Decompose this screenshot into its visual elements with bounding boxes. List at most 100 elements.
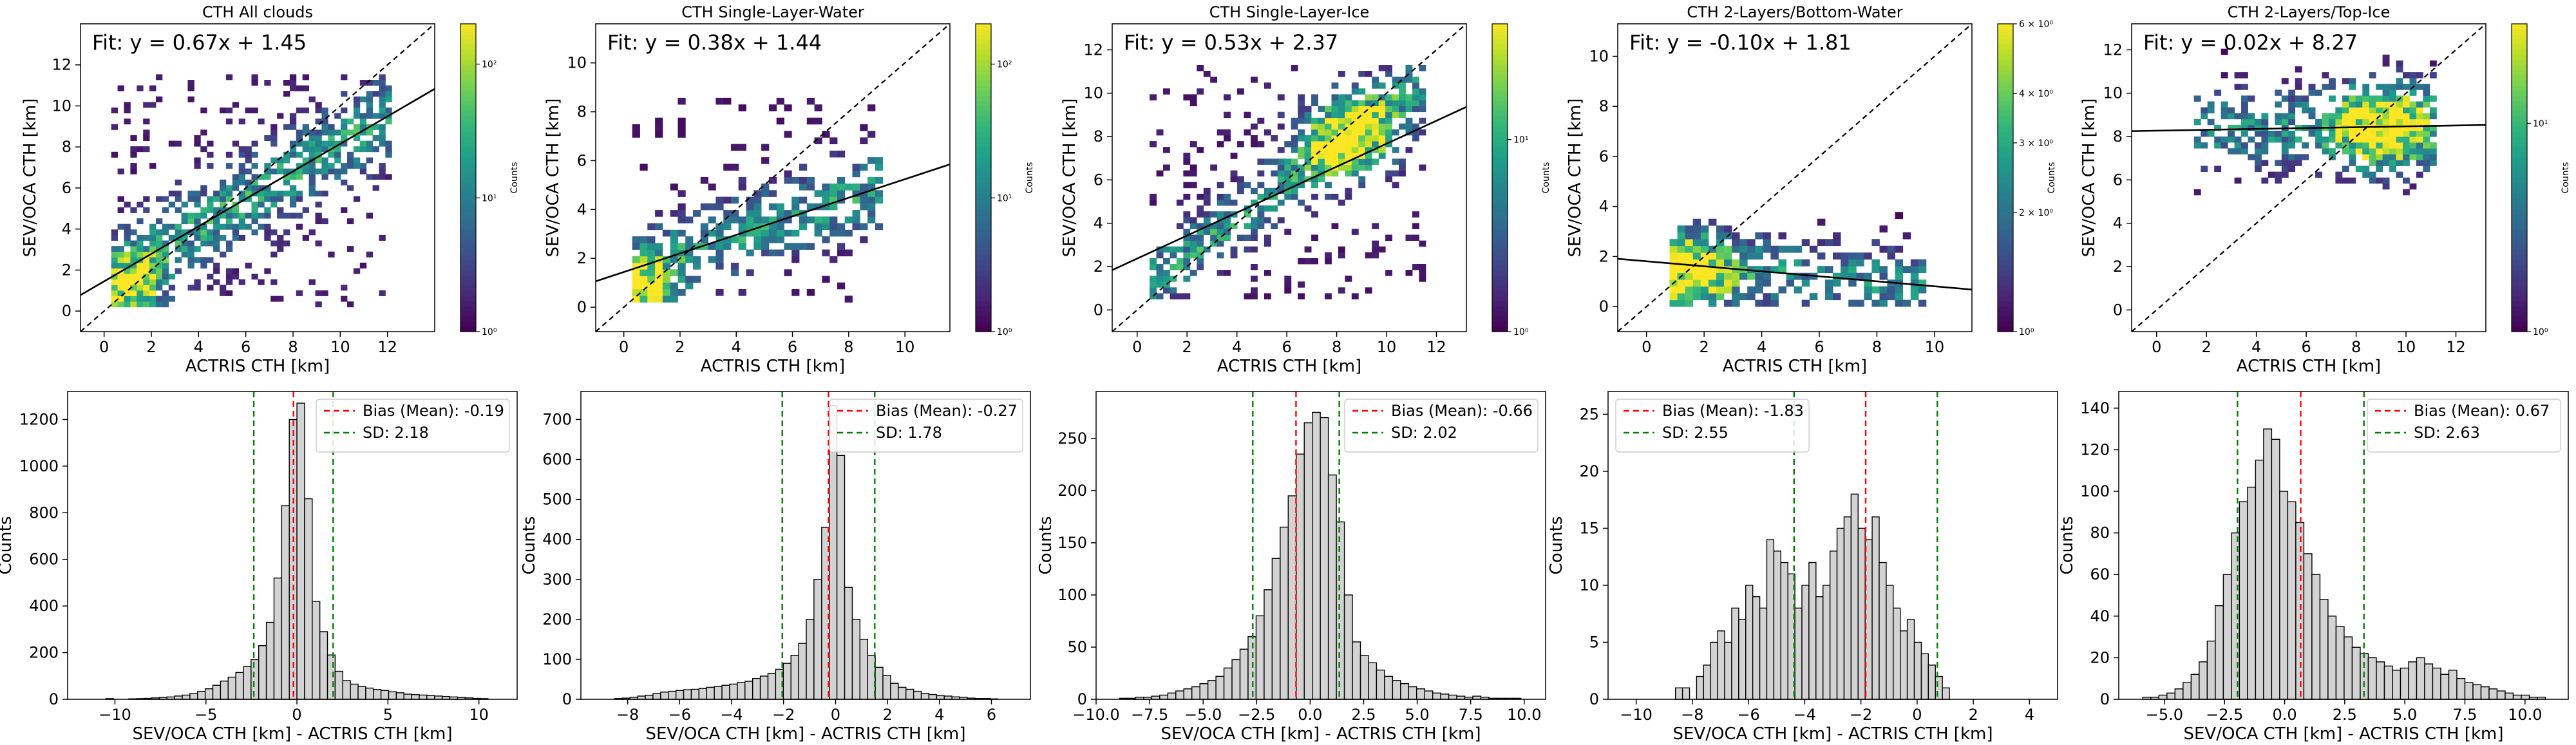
y-tick-label: 4 — [1094, 214, 1103, 232]
density-cell — [2416, 148, 2423, 155]
density-cell — [2376, 177, 2383, 184]
colorbar-swatch — [1492, 54, 1508, 61]
density-cell — [677, 131, 686, 138]
density-cell — [1210, 164, 1218, 171]
colorbar-swatch — [1998, 126, 2013, 132]
density-cell — [670, 229, 678, 237]
colorbar-swatch — [976, 223, 991, 230]
density-cell — [143, 118, 150, 125]
density-cell — [296, 212, 303, 219]
colorbar-swatch — [1492, 70, 1508, 76]
density-cell — [822, 184, 830, 191]
density-cell — [1189, 246, 1197, 253]
density-cell — [632, 131, 640, 138]
colorbar-swatch — [2512, 90, 2527, 97]
density-cell — [181, 218, 188, 225]
density-cell — [328, 168, 335, 174]
colorbar-frame — [2511, 23, 2528, 332]
colorbar-swatch — [1492, 259, 1508, 266]
colorbar-swatch — [460, 147, 476, 153]
histogram-axes-frame — [1095, 391, 1546, 700]
density-cell — [232, 268, 240, 274]
density-cell — [2295, 101, 2302, 108]
density-cell — [238, 218, 245, 225]
density-cell — [2193, 95, 2201, 102]
colorbar-swatch — [460, 208, 476, 214]
density-cell — [245, 191, 252, 197]
colorbar-swatch — [1492, 234, 1508, 240]
density-cell — [2396, 142, 2403, 149]
density-cell — [632, 269, 640, 276]
density-cell — [2429, 124, 2437, 131]
density-cell — [1217, 234, 1224, 241]
colorbar-swatch — [460, 85, 476, 91]
density-cell — [258, 185, 265, 191]
density-cell — [647, 276, 656, 283]
density-cell — [1794, 286, 1803, 294]
histogram-bar — [2303, 553, 2313, 700]
fit-annotation: Fit: y = 0.53x + 2.37 — [1124, 30, 1338, 55]
colorbar-label: Counts — [509, 162, 520, 194]
y-tick-label: 600 — [542, 451, 572, 469]
density-cell — [137, 268, 144, 274]
density-cell — [1345, 123, 1352, 130]
density-cell — [359, 118, 367, 125]
density-cell — [1257, 205, 1265, 212]
density-cell — [2389, 124, 2396, 131]
x-tick-label: −5 — [194, 706, 217, 724]
density-cell — [1763, 279, 1771, 287]
x-tick-label: 12 — [2446, 338, 2466, 356]
density-cell — [225, 207, 233, 213]
colorbar-swatch — [460, 152, 476, 158]
density-cell — [1677, 293, 1686, 301]
density-cell — [181, 229, 188, 236]
density-cell — [1372, 141, 1379, 147]
x-tick-label: 5.0 — [1405, 706, 1429, 724]
density-cell — [200, 262, 207, 269]
colorbar-swatch — [1492, 178, 1508, 184]
density-cell — [130, 207, 137, 213]
density-cell — [875, 223, 884, 231]
density-cell — [353, 196, 361, 202]
histogram-bars — [2142, 428, 2546, 700]
density-cell — [1163, 270, 1170, 276]
density-cell — [806, 117, 815, 125]
density-cell — [117, 296, 124, 302]
density-cell — [753, 210, 762, 217]
density-cell — [2275, 137, 2282, 143]
density-cell — [2255, 160, 2262, 166]
density-cell — [639, 164, 648, 171]
density-cell — [2382, 148, 2390, 155]
colorbar-swatch — [2512, 326, 2527, 332]
density-cell — [1817, 266, 1826, 274]
density-cell — [1156, 293, 1164, 299]
density-cell — [124, 108, 131, 113]
density-cell — [251, 163, 258, 169]
density-cell — [1244, 211, 1251, 218]
density-cell — [245, 151, 252, 158]
density-cell — [1163, 147, 1170, 153]
density-cell — [1755, 272, 1763, 280]
histogram-bar — [1942, 687, 1950, 700]
density-cell — [1331, 117, 1339, 124]
density-cell — [1392, 94, 1399, 100]
density-cell — [1197, 147, 1204, 153]
density-cell — [137, 285, 144, 291]
density-cell — [1264, 293, 1271, 299]
density-cell — [1708, 293, 1717, 301]
density-cell — [1770, 299, 1779, 307]
density-cell — [1150, 287, 1157, 294]
density-cell — [1291, 135, 1298, 142]
histogram-bar — [1913, 641, 1922, 700]
x-tick-label: 8 — [288, 338, 298, 356]
density-cell — [1692, 293, 1701, 301]
colorbar-swatch — [976, 234, 991, 240]
density-cell — [220, 212, 227, 219]
density-cell — [715, 289, 724, 296]
colorbar-swatch — [976, 173, 991, 178]
density-cell — [1311, 182, 1318, 189]
density-cell — [270, 157, 278, 164]
density-cell — [1257, 217, 1265, 223]
density-cell — [1183, 252, 1191, 259]
